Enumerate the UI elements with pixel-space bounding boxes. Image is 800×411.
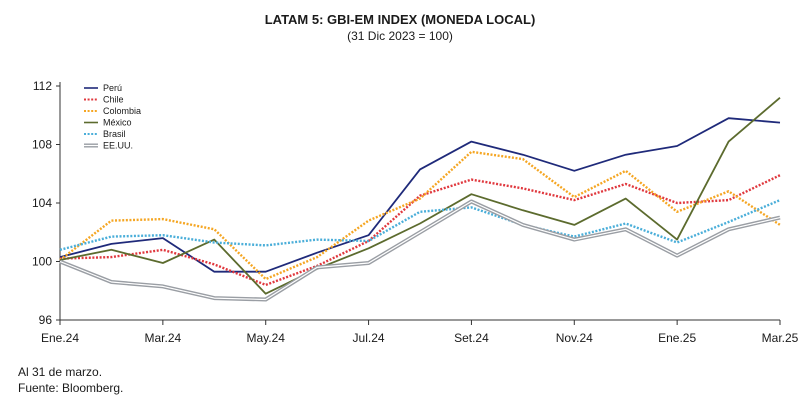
- legend-label: México: [103, 118, 132, 128]
- series-line-perú: [59, 117, 781, 273]
- y-tick-label: 96: [39, 313, 53, 327]
- legend-label: EE.UU.: [103, 141, 133, 151]
- y-tick-label: 100: [32, 255, 52, 269]
- legend-label: Colombia: [103, 106, 141, 116]
- footnote-date: Al 31 de marzo.: [18, 365, 103, 379]
- series-line-méxico: [59, 97, 781, 295]
- legend-label: Perú: [103, 83, 122, 93]
- x-tick-label: Set.24: [454, 331, 489, 345]
- chart-axes: 96 100 104 108 112 Ene.24 Mar.24 May.24 Jul.24 Se…: [32, 79, 799, 345]
- y-tick-label: 108: [32, 138, 52, 152]
- series-line-colombia: [59, 150, 781, 281]
- x-tick-label: Ene.24: [41, 331, 79, 345]
- x-tick-label: Mar.24: [145, 331, 182, 345]
- x-tick-label: Nov.24: [556, 331, 593, 345]
- footnote-source: Fuente: Bloomberg.: [18, 381, 124, 395]
- chart-series: [59, 97, 781, 302]
- series-line-chile: [59, 174, 781, 287]
- y-tick-label: 112: [33, 79, 52, 93]
- legend-label: Brasil: [103, 129, 126, 139]
- x-tick-label: May.24: [246, 331, 285, 345]
- legend-label: Chile: [103, 95, 124, 105]
- y-tick-label: 104: [32, 196, 52, 210]
- x-tick-label: Mar.25: [762, 331, 799, 345]
- chart-title: LATAM 5: GBI-EM INDEX (MONEDA LOCAL): [264, 12, 536, 27]
- series-line-ee-uu--inner: [59, 200, 781, 301]
- chart-subtitle: (31 Dic 2023 = 100): [347, 29, 453, 43]
- x-tick-label: Ene.25: [658, 331, 696, 345]
- x-tick-label: Jul.24: [353, 331, 385, 345]
